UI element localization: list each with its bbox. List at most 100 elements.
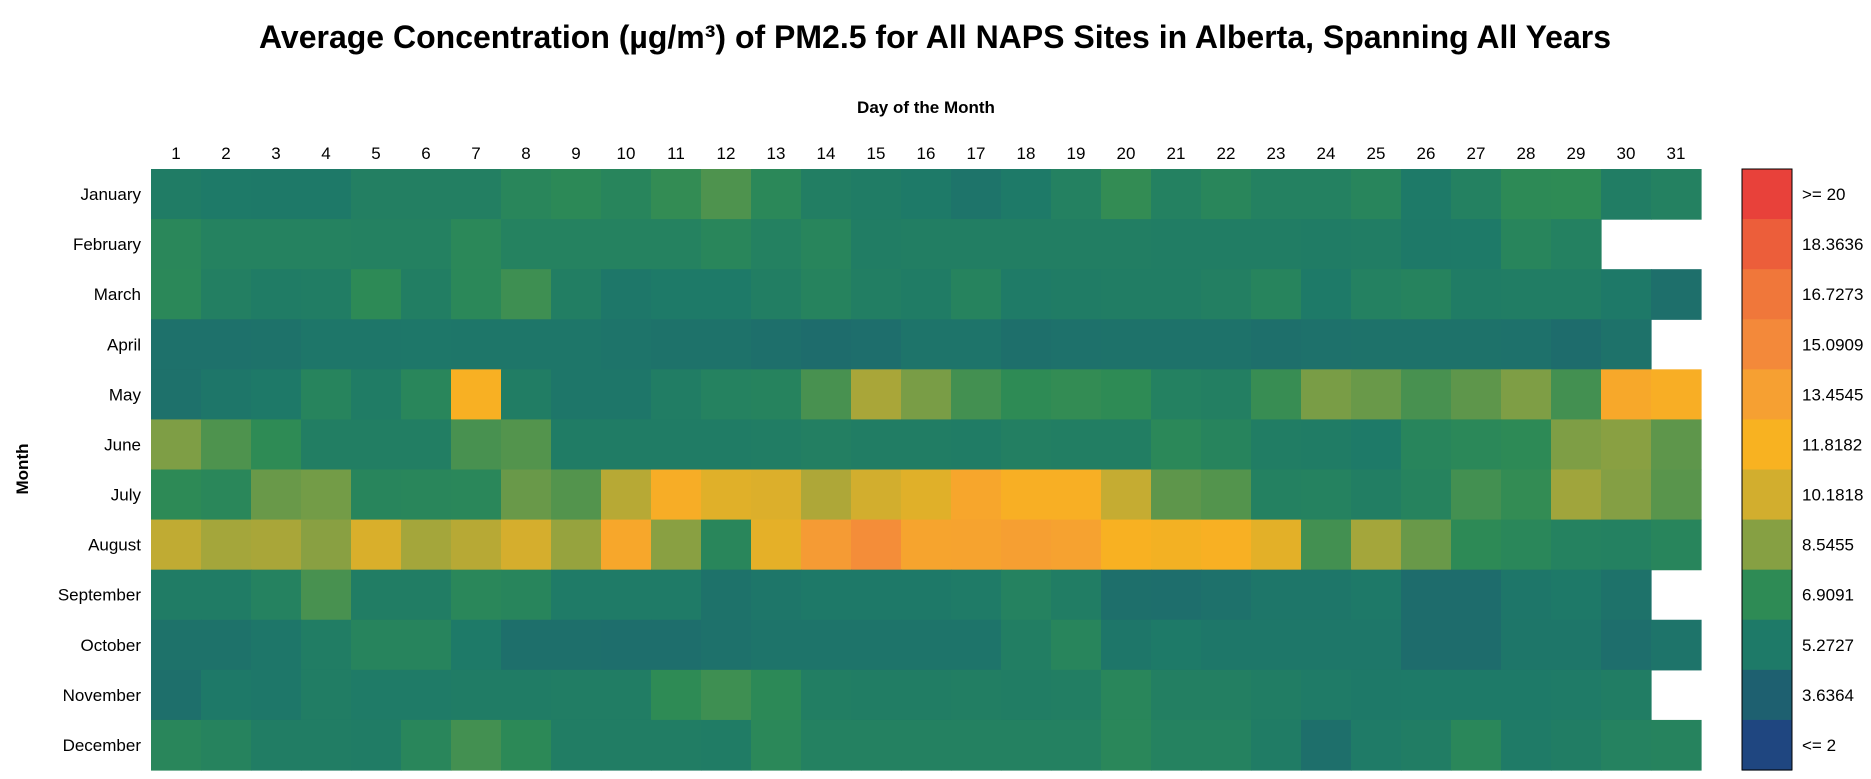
heatmap-cell [251, 419, 302, 471]
heatmap-cell [351, 419, 402, 471]
heatmap-cell [1351, 719, 1402, 771]
x-tick-label: 7 [471, 144, 480, 163]
heatmap-cell [1601, 269, 1652, 320]
heatmap-cell [301, 369, 352, 421]
heatmap-cell [1151, 419, 1202, 471]
heatmap-cell [801, 219, 852, 270]
heatmap-cell [1101, 419, 1152, 471]
heatmap-cell [751, 419, 802, 471]
heatmap-cell [901, 269, 952, 320]
heatmap-cell [451, 569, 502, 621]
heatmap-cell [151, 619, 202, 671]
heatmap-cell [1451, 719, 1502, 771]
heatmap-cell [1651, 169, 1702, 220]
heatmap-cell [1401, 269, 1452, 320]
heatmap-cell [1351, 169, 1402, 220]
heatmap-cell [151, 569, 202, 621]
heatmap-cell [1551, 669, 1602, 721]
heatmap-cell [1501, 169, 1552, 220]
heatmap-cell [401, 269, 452, 320]
heatmap-cell [601, 569, 652, 621]
x-tick-label: 22 [1217, 144, 1236, 163]
y-tick-label: March [94, 285, 141, 304]
heatmap-cell [451, 619, 502, 671]
heatmap-cell [1151, 669, 1202, 721]
heatmap-cell [1001, 219, 1052, 270]
heatmap-cell [801, 519, 852, 571]
heatmap-cell [651, 269, 702, 320]
heatmap-cell [201, 469, 252, 521]
heatmap-cell [1251, 169, 1302, 220]
heatmap-cell [501, 519, 552, 571]
x-tick-label: 31 [1667, 144, 1686, 163]
heatmap-cell [1101, 219, 1152, 270]
heatmap-cell [501, 469, 552, 521]
heatmap-cell [551, 269, 602, 320]
heatmap-cell [1601, 369, 1652, 421]
heatmap-cell [1551, 269, 1602, 320]
heatmap-cell [1501, 719, 1552, 771]
colorbar-swatch [1742, 519, 1792, 571]
x-tick-label: 27 [1467, 144, 1486, 163]
heatmap-cell [551, 319, 602, 370]
heatmap-cell [401, 369, 452, 421]
x-axis-label: Day of the Month [857, 98, 995, 117]
heatmap-cell [1451, 669, 1502, 721]
heatmap-cell [1151, 369, 1202, 421]
heatmap-cell [451, 319, 502, 370]
heatmap-cell [701, 319, 752, 370]
heatmap-cell [1101, 319, 1152, 370]
heatmap-cell [851, 319, 902, 370]
y-tick-label: April [107, 335, 141, 354]
heatmap-cell [951, 519, 1002, 571]
heatmap-cell [351, 269, 402, 320]
heatmap-cell [1301, 219, 1352, 270]
x-tick-label: 4 [321, 144, 330, 163]
heatmap-cell [601, 469, 652, 521]
heatmap-cell [1551, 569, 1602, 621]
heatmap-cell [951, 169, 1002, 220]
heatmap-cell [551, 619, 602, 671]
heatmap-cell [1501, 669, 1552, 721]
heatmap-cell [351, 169, 402, 220]
heatmap-cell [401, 169, 452, 220]
heatmap-cell [601, 169, 652, 220]
heatmap-cell [1251, 569, 1302, 621]
heatmap-cell [701, 519, 752, 571]
x-tick-label: 16 [917, 144, 936, 163]
heatmap-cell [1351, 569, 1402, 621]
heatmap-cell [851, 269, 902, 320]
heatmap-cell [251, 519, 302, 571]
heatmap-cell [1301, 269, 1352, 320]
heatmap-cell [501, 169, 552, 220]
heatmap-cell [701, 569, 752, 621]
heatmap-cell [151, 369, 202, 421]
heatmap-cell [1201, 319, 1252, 370]
colorbar-label: 5.2727 [1802, 636, 1854, 655]
heatmap-cell [1601, 419, 1652, 471]
heatmap-cell [451, 169, 502, 220]
heatmap-cell [951, 669, 1002, 721]
heatmap-cell [1251, 669, 1302, 721]
heatmap-cell [951, 219, 1002, 270]
colorbar-swatch [1742, 669, 1792, 721]
heatmap-cell [701, 669, 752, 721]
heatmap-cell [1201, 269, 1252, 320]
heatmap-cell [1601, 719, 1652, 771]
heatmap-cell [901, 369, 952, 421]
heatmap-cell [1501, 269, 1552, 320]
heatmap-cell [1301, 319, 1352, 370]
heatmap-cell [351, 469, 402, 521]
x-tick-label: 20 [1117, 144, 1136, 163]
heatmap-cell [1351, 519, 1402, 571]
heatmap-cell [1501, 469, 1552, 521]
heatmap-cell [1201, 369, 1252, 421]
heatmap-cell [1101, 719, 1152, 771]
colorbar-label: 11.8182 [1802, 435, 1862, 454]
heatmap-cell [301, 719, 352, 771]
heatmap-cell [1151, 219, 1202, 270]
colorbar-border [1741, 168, 1793, 771]
heatmap-cell [251, 219, 302, 270]
colorbar-label: 3.6364 [1802, 686, 1854, 705]
heatmap-cell [451, 369, 502, 421]
